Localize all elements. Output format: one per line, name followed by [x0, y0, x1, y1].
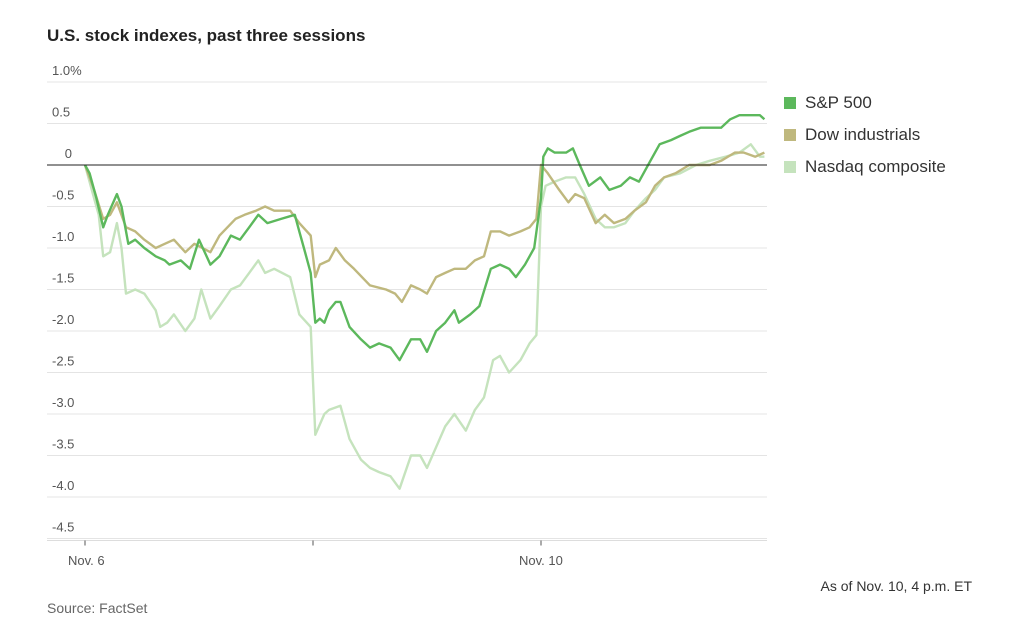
- legend: S&P 500 Dow industrials Nasdaq composite: [784, 87, 946, 183]
- legend-item-nasdaq: Nasdaq composite: [784, 151, 946, 183]
- y-tick-label: 0: [65, 146, 72, 161]
- series-line-dow-industrials: [83, 151, 765, 304]
- legend-swatch: [784, 161, 796, 173]
- series-line-s-p-500: [83, 114, 766, 362]
- y-tick-label: -0.5: [52, 188, 74, 203]
- y-tick-label: -4.0: [52, 478, 74, 493]
- timestamp-note: As of Nov. 10, 4 p.m. ET: [820, 578, 972, 594]
- legend-label: Nasdaq composite: [805, 157, 946, 176]
- y-tick-label: -1.5: [52, 271, 74, 286]
- source-note: Source: FactSet: [47, 600, 148, 616]
- legend-item-dow: Dow industrials: [784, 119, 946, 151]
- legend-swatch: [784, 97, 796, 109]
- y-tick-label: -3.0: [52, 395, 74, 410]
- legend-label: Dow industrials: [805, 125, 921, 144]
- y-tick-label: -3.5: [52, 437, 74, 452]
- y-tick-label: -2.0: [52, 312, 74, 327]
- y-tick-label: -4.5: [52, 520, 74, 535]
- x-tick-label: Nov. 10: [519, 553, 563, 568]
- y-tick-label: -2.5: [52, 354, 74, 369]
- x-tick-label: Nov. 6: [68, 553, 105, 568]
- legend-swatch: [784, 129, 796, 141]
- y-tick-label: 1.0%: [52, 63, 82, 78]
- y-tick-label: -1.0: [52, 229, 74, 244]
- legend-label: S&P 500: [805, 93, 872, 112]
- y-tick-label: 0.5: [52, 105, 70, 120]
- legend-item-sp500: S&P 500: [784, 87, 946, 119]
- chart-title: U.S. stock indexes, past three sessions: [47, 26, 366, 45]
- series-line-nasdaq-composite: [83, 143, 765, 490]
